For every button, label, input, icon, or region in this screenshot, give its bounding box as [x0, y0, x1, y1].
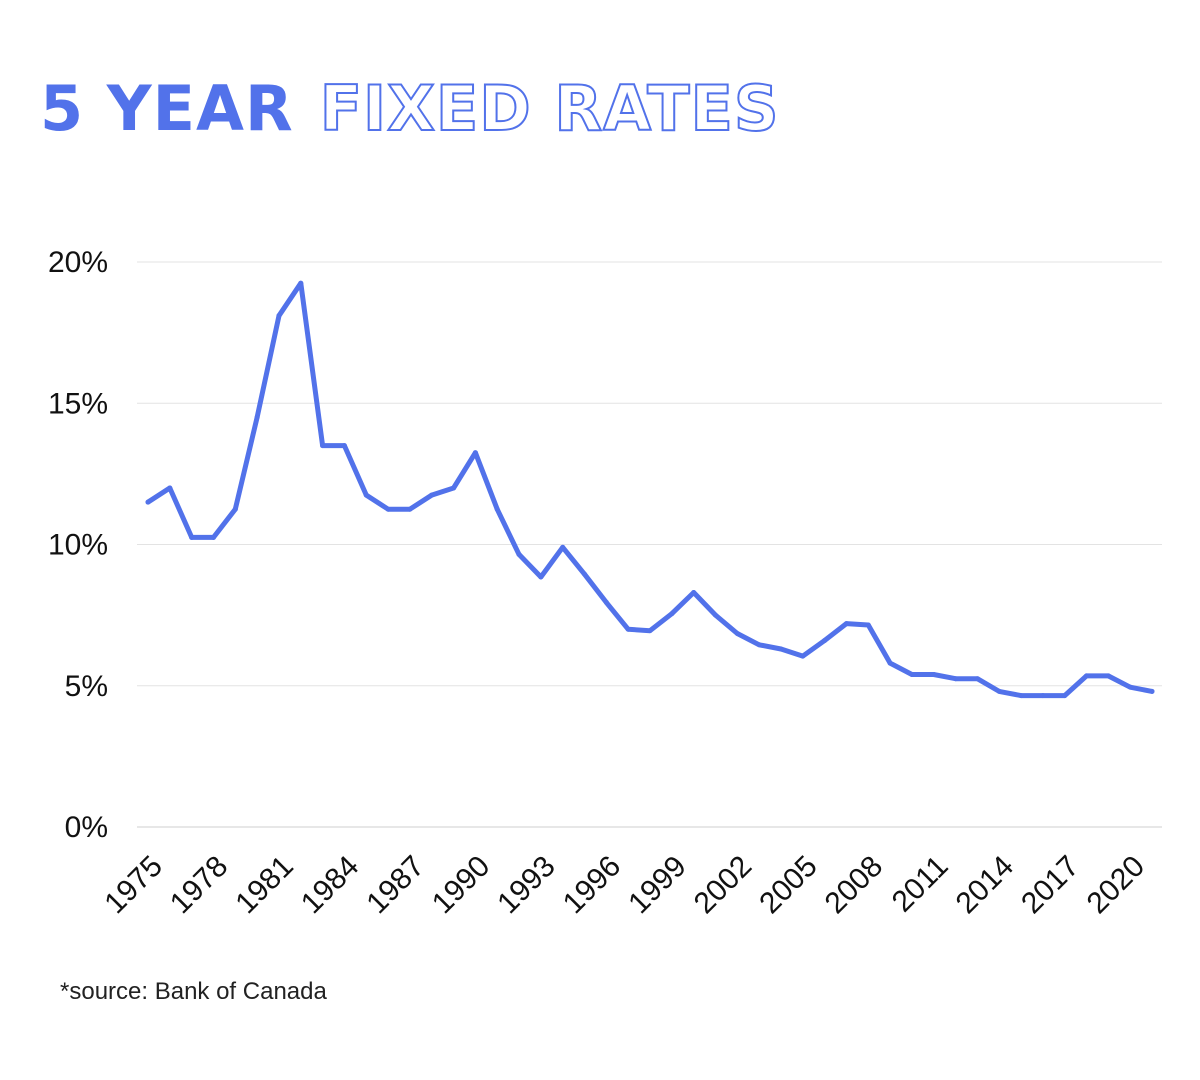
chart-title-outline: FIXED RATES: [319, 72, 780, 145]
data-point: [865, 622, 871, 628]
data-point: [996, 688, 1002, 694]
x-tick-label: 1990: [426, 850, 497, 921]
y-axis-ticks: 0% 5% 10% 15% 20%: [48, 246, 108, 844]
x-tick-label: 1996: [557, 850, 628, 921]
data-point: [909, 671, 915, 677]
data-point: [822, 638, 828, 644]
data-point: [647, 628, 653, 634]
data-point: [582, 571, 588, 577]
data-point: [691, 590, 697, 596]
data-point: [887, 660, 893, 666]
x-tick-label: 2011: [886, 850, 955, 919]
y-tick-label: 15%: [48, 387, 108, 420]
data-point: [625, 626, 631, 632]
data-point: [712, 612, 718, 618]
y-tick-label: 5%: [65, 670, 108, 703]
x-tick-label: 2017: [1015, 850, 1086, 921]
gridlines: [137, 261, 1162, 828]
data-point: [1040, 693, 1046, 699]
y-tick-label: 20%: [48, 246, 108, 279]
data-point: [254, 414, 260, 420]
x-tick-label: 1993: [491, 850, 562, 921]
data-point: [800, 653, 806, 659]
data-point: [669, 611, 675, 617]
data-point: [560, 544, 566, 550]
x-tick-label: 2014: [950, 850, 1021, 921]
data-point: [931, 671, 937, 677]
x-tick-label: 1981: [229, 850, 300, 921]
chart-title: 5 YEAR FIXED RATES: [40, 77, 780, 141]
data-point: [189, 534, 195, 540]
series-layer: [145, 280, 1155, 699]
data-point: [232, 506, 238, 512]
data-point: [1084, 673, 1090, 679]
x-tick-label: 1999: [622, 850, 693, 921]
data-point: [494, 506, 500, 512]
data-point: [472, 450, 478, 456]
y-tick-label: 0%: [65, 811, 108, 844]
x-axis-ticks: 1975197819811984198719901993199619992002…: [98, 850, 1151, 921]
data-point: [734, 630, 740, 636]
data-point: [953, 676, 959, 682]
data-point: [1127, 684, 1133, 690]
data-point: [429, 492, 435, 498]
data-point: [276, 313, 282, 319]
data-point: [320, 443, 326, 449]
x-tick-label: 2008: [819, 850, 890, 921]
data-point: [385, 506, 391, 512]
y-tick-label: 10%: [48, 529, 108, 562]
data-point: [1062, 693, 1068, 699]
source-footnote: *source: Bank of Canada: [60, 978, 327, 1005]
x-tick-label: 2020: [1081, 850, 1152, 921]
x-tick-label: 1984: [295, 850, 366, 921]
data-point: [516, 551, 522, 557]
data-point: [407, 506, 413, 512]
chart-title-bold: 5 YEAR: [40, 72, 294, 145]
data-point: [210, 534, 216, 540]
data-point: [603, 599, 609, 605]
x-tick-label: 1975: [98, 850, 169, 921]
x-tick-label: 1987: [360, 850, 431, 921]
data-point: [298, 280, 304, 286]
series-line: [145, 280, 1155, 699]
data-point: [1018, 693, 1024, 699]
data-point: [756, 642, 762, 648]
data-point: [341, 443, 347, 449]
data-point: [1105, 673, 1111, 679]
data-point: [538, 574, 544, 580]
data-point: [145, 499, 151, 505]
data-point: [843, 621, 849, 627]
data-point: [167, 485, 173, 491]
x-tick-label: 2005: [753, 850, 824, 921]
x-tick-label: 1978: [164, 850, 235, 921]
data-point: [1149, 688, 1155, 694]
x-tick-label: 2002: [688, 850, 759, 921]
data-point: [451, 485, 457, 491]
data-point: [974, 676, 980, 682]
data-point: [363, 492, 369, 498]
data-point: [778, 646, 784, 652]
